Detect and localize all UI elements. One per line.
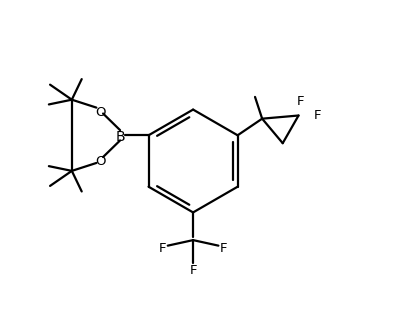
Text: F: F <box>158 242 166 255</box>
Text: O: O <box>95 106 105 119</box>
Text: F: F <box>189 264 196 277</box>
Text: O: O <box>95 155 105 168</box>
Text: F: F <box>313 109 320 121</box>
Text: B: B <box>115 130 125 144</box>
Text: F: F <box>296 96 304 109</box>
Text: F: F <box>220 242 227 255</box>
